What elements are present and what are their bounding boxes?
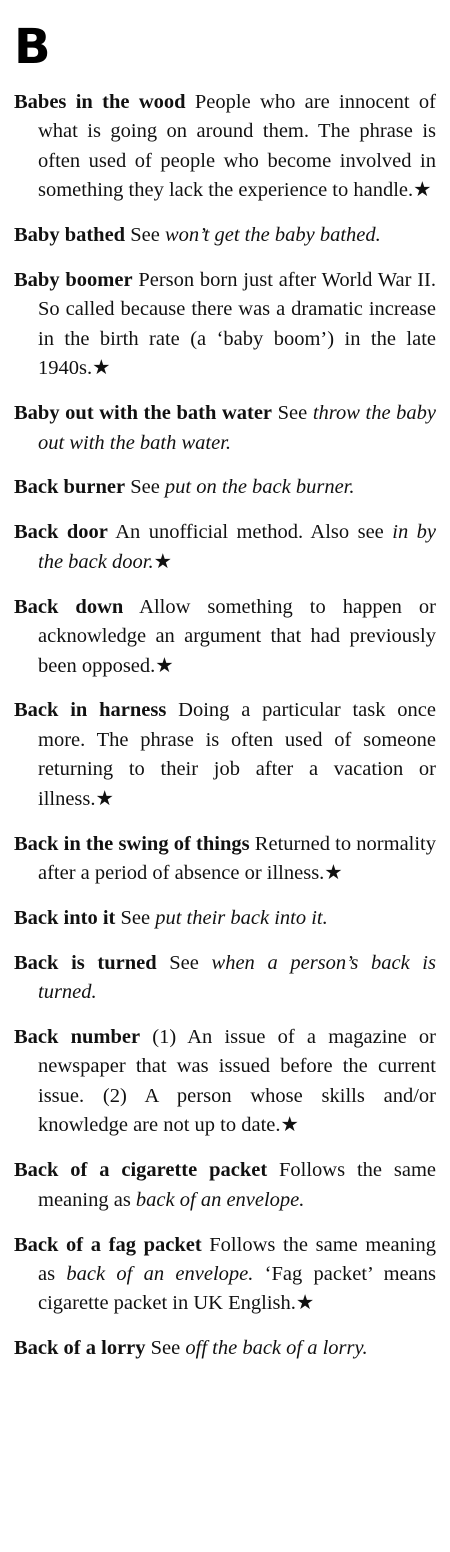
entry-term: Back down (14, 595, 124, 618)
entry-cross-reference: back of an envelope. (135, 1188, 305, 1211)
entry: Back burner See put on the back burner. (14, 473, 436, 502)
entry-term: Back of a lorry (14, 1337, 146, 1360)
entry: Back of a lorry See off the back of a lo… (14, 1334, 436, 1363)
entry: Back is turned See when a person’s back … (14, 949, 436, 1008)
entry-cross-reference: when a person’s back is turned. (38, 951, 436, 1004)
entry: Baby bathed See won’t get the baby bathe… (14, 221, 436, 250)
entry: Back door An unofficial method. Also see… (14, 518, 436, 577)
entry: Back of a cigarette packet Follows the s… (14, 1156, 436, 1215)
entry-cross-reference: put on the back burner. (164, 476, 355, 499)
entry: Back number (1) An issue of a magazine o… (14, 1023, 436, 1141)
entry-definition: See (125, 476, 165, 499)
entry: Back into it See put their back into it. (14, 904, 436, 933)
entry: Back down Allow something to happen or a… (14, 593, 436, 681)
entry-term: Baby out with the bath water (14, 402, 273, 425)
entry-term: Back into it (14, 906, 116, 929)
entry: Back in harness Doing a particular task … (14, 696, 436, 814)
entry-definition: Follows the same meaning as (38, 1159, 436, 1211)
section-letter: B (14, 19, 51, 75)
entry-term: Baby boomer (14, 269, 133, 292)
entry-definition: An unofficial method. Also see (107, 521, 393, 544)
entry-cross-reference: won’t get the baby bathed. (164, 224, 381, 247)
entry-definition: People who are innocent of what is going… (38, 91, 437, 202)
entry: Back of a fag packet Follows the same me… (14, 1231, 436, 1319)
entry-term: Back number (14, 1026, 141, 1049)
entry-term: Back door (14, 521, 108, 544)
entry-definition: See (145, 1337, 186, 1360)
entry-definition: (1) An issue of a magazine or newspaper … (38, 1026, 436, 1137)
entry-term: Back burner (14, 476, 126, 499)
entry-definition: See (272, 402, 313, 425)
entry-cross-reference: in by the back door. (38, 521, 436, 573)
entry-definition: Allow something to happen or acknowledge… (38, 595, 436, 677)
entry-definition: Doing a particular task once more. The p… (38, 699, 436, 810)
entry-definition: See (156, 951, 212, 974)
entry-term: Back is turned (14, 951, 157, 974)
entry: Back in the swing of things Returned to … (14, 830, 436, 889)
entry: Baby boomer Person born just after World… (14, 266, 436, 384)
entry-term: Back in harness (14, 699, 167, 722)
entry-definition: Person born just after World War II. So … (38, 269, 437, 380)
entry: Babes in the wood People who are innocen… (14, 88, 436, 206)
dictionary-page: B Babes in the wood People who are innoc… (14, 22, 436, 1379)
entry-tail: ‘Fag packet’ means cigarette packet in U… (38, 1262, 437, 1315)
entry-term: Back in the swing of things (14, 832, 250, 855)
entry-definition: See (125, 224, 165, 247)
entry-list: Babes in the wood People who are innocen… (14, 88, 436, 1364)
entry-cross-reference: throw the baby out with the bath water. (38, 402, 436, 454)
entry-term: Back of a cigarette packet (14, 1159, 268, 1182)
entry-definition: Follows the same meaning as (38, 1233, 436, 1285)
entry-cross-reference: back of an envelope. (66, 1262, 254, 1285)
entry-definition: See (115, 906, 156, 929)
entry-tail: ★ (153, 550, 172, 573)
entry-cross-reference: put their back into it. (155, 906, 328, 929)
entry-term: Babes in the wood (14, 91, 186, 113)
entry-definition: Returned to normality after a period of … (38, 832, 437, 884)
entry: Baby out with the bath water See throw t… (14, 399, 436, 458)
entry-term: Baby bathed (14, 224, 126, 247)
entry-term: Back of a fag packet (14, 1233, 202, 1256)
entry-cross-reference: off the back of a lorry. (185, 1337, 368, 1360)
